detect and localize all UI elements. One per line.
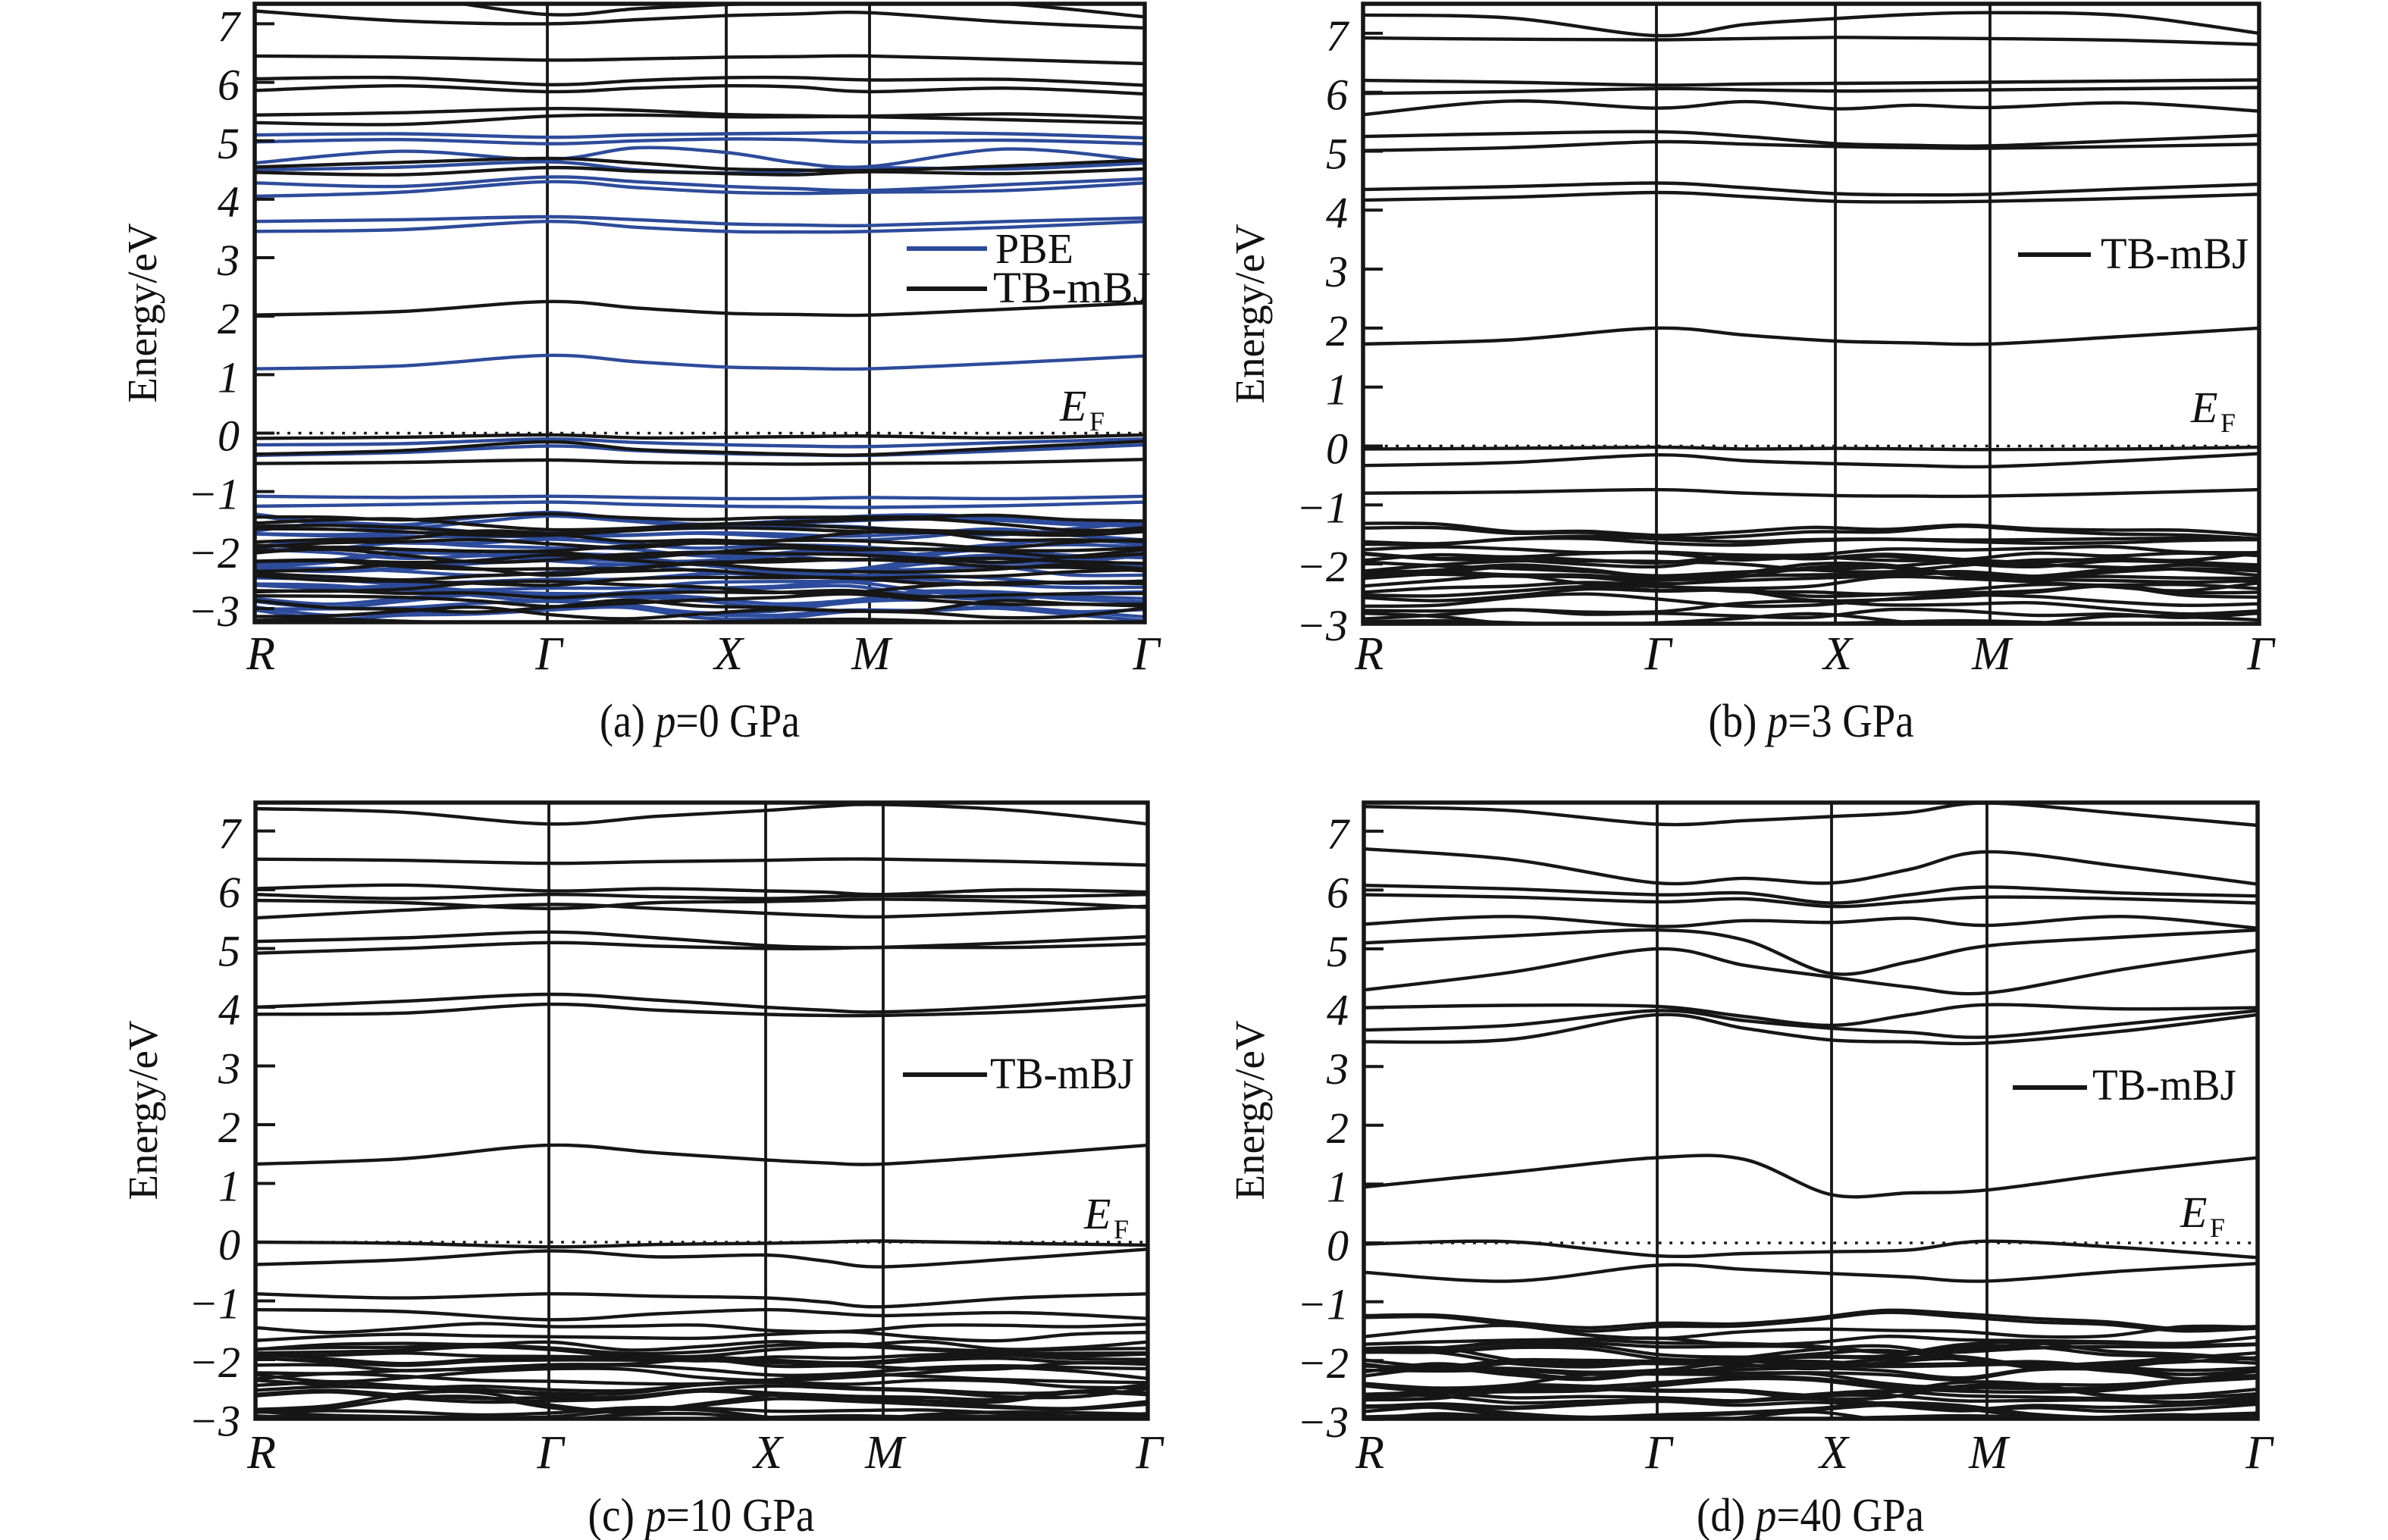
- svg-text:E: E: [2180, 1188, 2207, 1237]
- svg-text:4: 4: [218, 985, 240, 1034]
- svg-text:M: M: [864, 1427, 907, 1479]
- svg-text:−2: −2: [188, 528, 240, 578]
- svg-text:−3: −3: [188, 587, 240, 636]
- svg-text:2: 2: [218, 294, 240, 343]
- svg-text:Energy/eV: Energy/eV: [119, 223, 165, 403]
- svg-text:M: M: [1968, 1427, 2010, 1479]
- svg-text:X: X: [712, 628, 744, 680]
- svg-text:Γ: Γ: [2246, 628, 2276, 680]
- svg-text:TB-mBJ: TB-mBJ: [2101, 229, 2249, 278]
- svg-text:0: 0: [1326, 424, 1348, 474]
- svg-text:M: M: [851, 628, 893, 680]
- svg-text:(c) p=10 GPa: (c) p=10 GPa: [588, 1490, 815, 1540]
- svg-text:(d) p=40 GPa: (d) p=40 GPa: [1697, 1490, 1924, 1540]
- svg-text:TB-mBJ: TB-mBJ: [2092, 1060, 2236, 1110]
- svg-text:5: 5: [1327, 927, 1349, 976]
- svg-text:−3: −3: [1297, 1398, 1349, 1447]
- svg-text:R: R: [1355, 1427, 1384, 1479]
- svg-text:Γ: Γ: [1132, 628, 1161, 680]
- svg-text:6: 6: [218, 868, 240, 917]
- svg-text:5: 5: [218, 927, 240, 976]
- svg-text:−2: −2: [1297, 1338, 1349, 1388]
- svg-text:7: 7: [1327, 809, 1350, 859]
- svg-text:−1: −1: [189, 1279, 240, 1329]
- svg-text:Energy/eV: Energy/eV: [120, 1020, 166, 1200]
- svg-text:Energy/eV: Energy/eV: [1227, 1020, 1273, 1200]
- svg-text:6: 6: [1327, 868, 1349, 917]
- svg-text:Energy/eV: Energy/eV: [1227, 224, 1273, 404]
- svg-text:0: 0: [218, 412, 240, 461]
- svg-text:R: R: [1354, 628, 1384, 680]
- svg-text:6: 6: [1326, 70, 1348, 120]
- svg-text:−3: −3: [1296, 601, 1348, 650]
- svg-text:Γ: Γ: [1644, 1427, 1674, 1479]
- svg-text:F: F: [2210, 1213, 2225, 1243]
- svg-text:7: 7: [218, 809, 242, 859]
- svg-text:TB-mBJ: TB-mBJ: [993, 263, 1151, 312]
- svg-text:4: 4: [1326, 188, 1348, 237]
- svg-text:X: X: [1821, 628, 1854, 680]
- svg-text:5: 5: [1326, 130, 1348, 179]
- svg-text:Γ: Γ: [1135, 1427, 1164, 1479]
- svg-text:3: 3: [1325, 247, 1348, 296]
- svg-text:M: M: [1971, 628, 2014, 680]
- svg-text:F: F: [2220, 408, 2236, 438]
- svg-text:−1: −1: [1296, 483, 1348, 532]
- svg-text:−2: −2: [189, 1338, 240, 1387]
- svg-text:E: E: [2190, 383, 2217, 432]
- svg-text:5: 5: [218, 119, 240, 168]
- svg-text:−2: −2: [1296, 542, 1348, 591]
- svg-text:Γ: Γ: [534, 628, 564, 680]
- svg-text:0: 0: [218, 1220, 240, 1269]
- svg-text:1: 1: [218, 1162, 240, 1211]
- svg-text:1: 1: [218, 352, 240, 402]
- svg-text:R: R: [246, 628, 275, 680]
- svg-text:(a) p=0 GPa: (a) p=0 GPa: [600, 696, 800, 747]
- svg-text:2: 2: [1326, 306, 1348, 355]
- svg-text:E: E: [1059, 381, 1086, 430]
- svg-text:6: 6: [218, 61, 240, 110]
- svg-text:3: 3: [218, 1044, 240, 1094]
- svg-text:2: 2: [218, 1103, 240, 1152]
- svg-text:R: R: [246, 1427, 276, 1479]
- svg-text:F: F: [1089, 406, 1105, 437]
- svg-text:X: X: [1817, 1427, 1850, 1479]
- svg-text:1: 1: [1327, 1162, 1349, 1211]
- svg-text:2: 2: [1327, 1103, 1349, 1153]
- svg-text:Γ: Γ: [2245, 1427, 2274, 1479]
- svg-text:−3: −3: [189, 1397, 240, 1446]
- svg-text:7: 7: [218, 2, 241, 51]
- svg-text:3: 3: [217, 236, 240, 285]
- svg-text:Γ: Γ: [536, 1427, 566, 1479]
- svg-text:Γ: Γ: [1644, 628, 1673, 680]
- svg-text:3: 3: [1326, 1044, 1349, 1094]
- svg-text:4: 4: [218, 177, 240, 227]
- svg-text:4: 4: [1327, 986, 1349, 1035]
- svg-text:X: X: [751, 1427, 784, 1479]
- svg-text:−1: −1: [1297, 1280, 1349, 1329]
- svg-text:F: F: [1114, 1214, 1129, 1244]
- svg-text:1: 1: [1326, 365, 1348, 415]
- svg-text:0: 0: [1327, 1221, 1349, 1270]
- svg-text:7: 7: [1326, 11, 1349, 61]
- svg-text:(b) p=3 GPa: (b) p=3 GPa: [1709, 696, 1914, 747]
- svg-text:PBE: PBE: [995, 226, 1073, 273]
- svg-text:E: E: [1083, 1189, 1111, 1238]
- svg-text:TB-mBJ: TB-mBJ: [990, 1049, 1134, 1098]
- svg-text:−1: −1: [188, 470, 240, 519]
